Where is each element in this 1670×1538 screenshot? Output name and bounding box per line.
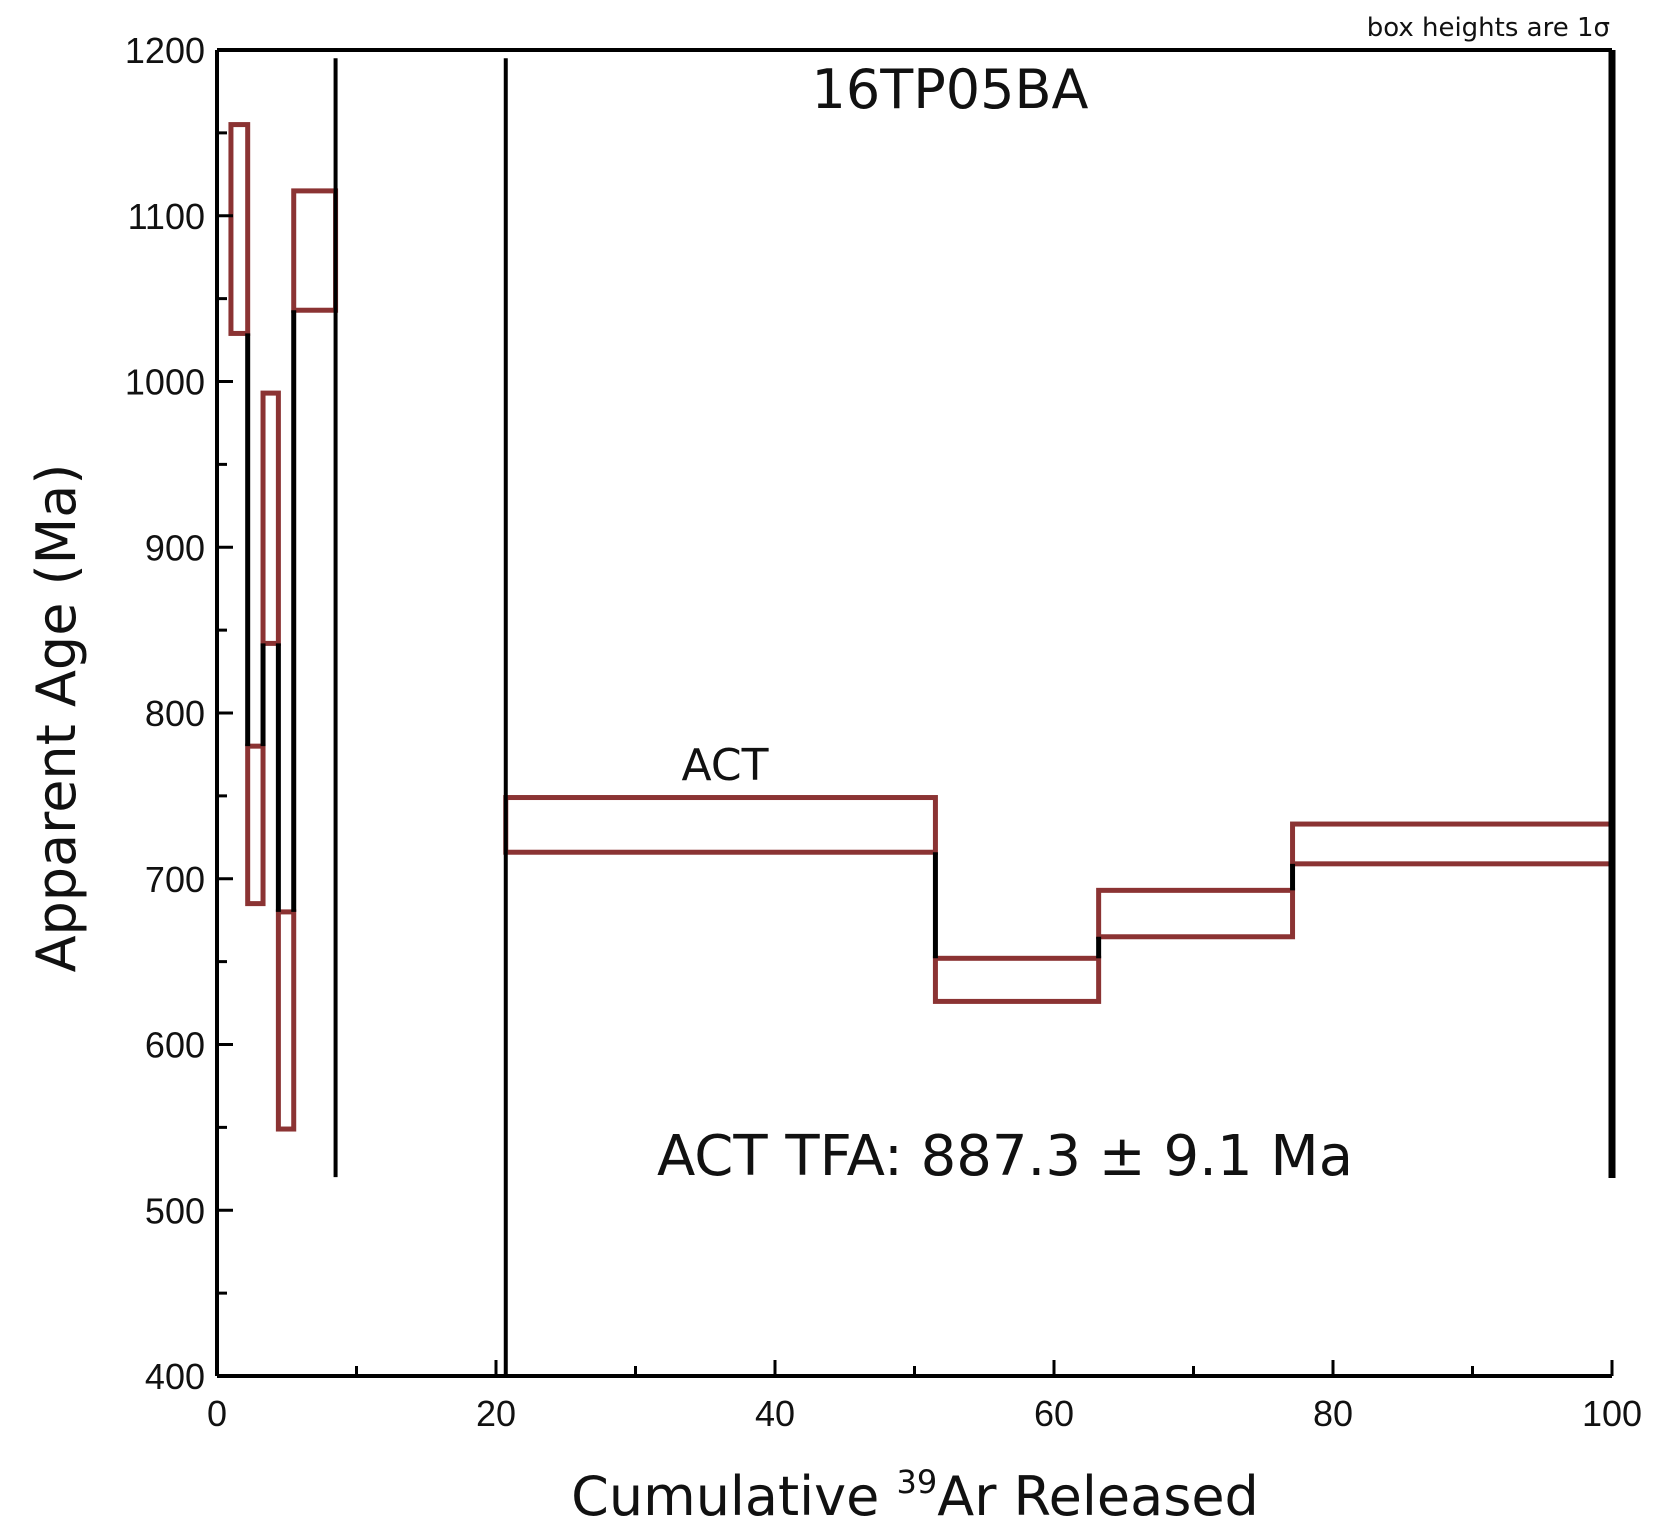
y-tick-label-700: 700 <box>145 859 205 900</box>
x-tick-label-80: 80 <box>1313 1393 1353 1434</box>
y-tick-label-500: 500 <box>145 1190 205 1231</box>
y-tick-label-800: 800 <box>145 693 205 734</box>
step-box-8 <box>1096 887 1296 940</box>
y-tick-label-900: 900 <box>145 527 205 568</box>
x-axis-title-sup: 39 <box>897 1463 938 1501</box>
y-tick-label-600: 600 <box>145 1025 205 1066</box>
x-tick-label-60: 60 <box>1034 1393 1074 1434</box>
step-box-7 <box>932 955 1102 1004</box>
chart-title: 16TP05BA <box>812 58 1089 121</box>
y-axis-title: Apparent Age (Ma) <box>25 464 88 973</box>
x-axis-title: Cumulative 39Ar Released <box>571 1463 1259 1528</box>
step-box-2 <box>245 743 266 907</box>
box-heights-note: box heights are 1σ <box>1367 13 1610 43</box>
x-axis-title-suffix: Ar Released <box>937 1465 1259 1528</box>
y-tick-label-1100: 1100 <box>128 196 205 237</box>
tfa-annotation: ACT TFA: 887.3 ± 9.1 Ma <box>657 1124 1353 1189</box>
step-box-3 <box>260 390 281 646</box>
step-box-4 <box>275 909 297 1132</box>
step-box-9 <box>1290 821 1615 867</box>
x-tick-label-100: 100 <box>1582 1393 1642 1434</box>
y-tick-label-400: 400 <box>145 1356 205 1397</box>
x-tick-label-0: 0 <box>207 1393 227 1434</box>
x-tick-label-40: 40 <box>755 1393 795 1434</box>
y-tick-label-1000: 1000 <box>125 362 205 403</box>
step-box-5 <box>291 188 339 313</box>
plateau-label: ACT <box>682 740 769 791</box>
x-tick-label-20: 20 <box>476 1393 516 1434</box>
x-axis-title-prefix: Cumulative <box>571 1465 896 1528</box>
step-box-6 <box>503 795 938 855</box>
axes: 400 500 600 700 800 900 1000 1100 1200 0 20 40 60 80 1… <box>125 30 1642 1434</box>
y-tick-label-1200: 1200 <box>125 30 205 71</box>
step-box-1 <box>228 122 251 336</box>
